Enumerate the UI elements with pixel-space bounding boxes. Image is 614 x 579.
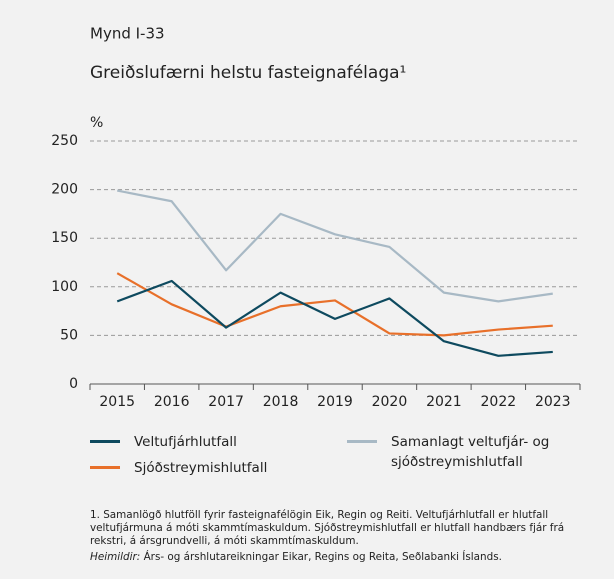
x-tick-label: 2022 <box>481 394 517 410</box>
x-tick-label: 2018 <box>263 394 299 410</box>
x-tick-label: 2020 <box>372 394 408 410</box>
y-tick-label: 0 <box>69 376 78 392</box>
x-tick-label: 2019 <box>317 394 353 410</box>
x-tick-label: 2015 <box>99 394 135 410</box>
legend-label: Sjóðstreymishlutfall <box>134 460 268 476</box>
legend-swatch <box>90 466 120 469</box>
x-tick-label: 2023 <box>535 394 571 410</box>
legend-swatch <box>347 440 377 443</box>
y-tick-label: 150 <box>51 230 78 246</box>
legend-label: Veltufjárhlutfall <box>134 434 237 450</box>
y-axis-label: % <box>90 115 103 131</box>
series-line <box>116 279 553 357</box>
legend-item: Samanlagt veltufjár- og sjóðstreymishlut… <box>347 432 567 472</box>
series-line <box>116 272 553 337</box>
footnote-text: 1. Samanlögð hlutföll fyrir fasteignafél… <box>90 509 565 547</box>
source: Heimildir: Árs- og árshlutareikningar Ei… <box>90 551 590 564</box>
figure-number: Mynd I-33 <box>90 25 165 43</box>
source-label: Heimildir: <box>90 551 141 563</box>
y-tick-label: 200 <box>51 182 78 198</box>
y-tick-label: 250 <box>51 133 78 149</box>
footnote: 1. Samanlögð hlutföll fyrir fasteignafél… <box>90 509 590 564</box>
x-tick-label: 2017 <box>208 394 244 410</box>
legend-item: Sjóðstreymishlutfall <box>90 458 320 478</box>
y-tick-label: 100 <box>51 279 78 295</box>
x-tick-label: 2016 <box>154 394 190 410</box>
y-tick-label: 50 <box>60 327 78 343</box>
legend-label: Samanlagt veltufjár- og sjóðstreymishlut… <box>391 434 550 470</box>
series-line <box>117 189 553 303</box>
chart-title: Greiðslufærni helstu fasteignafélaga¹ <box>90 63 406 83</box>
legend-swatch <box>90 440 120 443</box>
x-tick-label: 2021 <box>426 394 462 410</box>
chart: Mynd I-33 Greiðslufærni helstu fasteigna… <box>51 25 581 410</box>
legend-item: Veltufjárhlutfall <box>90 432 320 452</box>
source-text: Árs- og árshlutareikningar Eikar, Regins… <box>143 551 502 563</box>
